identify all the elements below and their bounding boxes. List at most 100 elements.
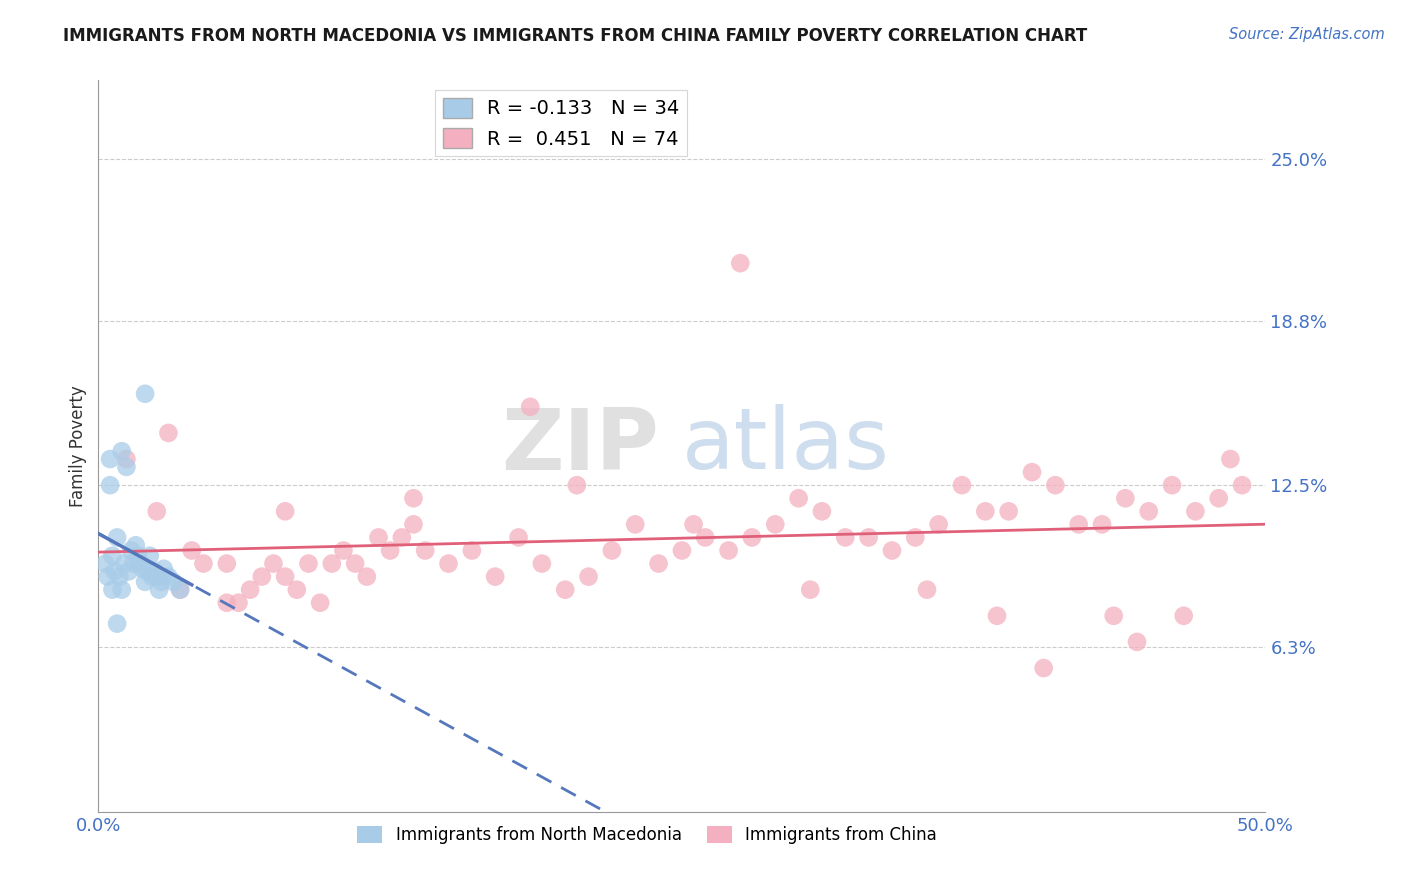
Point bbox=[139, 549, 162, 563]
Point bbox=[799, 582, 821, 597]
Point bbox=[215, 557, 238, 571]
Point bbox=[143, 565, 166, 579]
Point bbox=[391, 530, 413, 544]
Point bbox=[169, 582, 191, 597]
Text: atlas: atlas bbox=[682, 404, 890, 488]
Point bbox=[169, 582, 191, 597]
Point bbox=[1114, 491, 1136, 506]
Point bbox=[105, 530, 128, 544]
Point bbox=[141, 569, 163, 583]
Point bbox=[344, 557, 367, 571]
Point bbox=[150, 574, 173, 589]
Point bbox=[763, 517, 786, 532]
Point bbox=[321, 557, 343, 571]
Point bbox=[1102, 608, 1125, 623]
Point bbox=[98, 452, 121, 467]
Point bbox=[134, 386, 156, 401]
Point bbox=[1208, 491, 1230, 506]
Point bbox=[94, 557, 117, 571]
Point bbox=[97, 569, 120, 583]
Point bbox=[741, 530, 763, 544]
Point bbox=[1032, 661, 1054, 675]
Point bbox=[132, 562, 155, 576]
Point bbox=[180, 543, 202, 558]
Point bbox=[332, 543, 354, 558]
Point bbox=[402, 491, 425, 506]
Y-axis label: Family Poverty: Family Poverty bbox=[69, 385, 87, 507]
Point bbox=[112, 557, 135, 571]
Point bbox=[111, 444, 134, 458]
Point bbox=[101, 582, 124, 597]
Point bbox=[858, 530, 880, 544]
Point bbox=[146, 504, 169, 518]
Point bbox=[682, 517, 704, 532]
Point bbox=[578, 569, 600, 583]
Point bbox=[787, 491, 810, 506]
Point bbox=[356, 569, 378, 583]
Point bbox=[129, 557, 152, 571]
Point bbox=[811, 504, 834, 518]
Point bbox=[986, 608, 1008, 623]
Point bbox=[695, 530, 717, 544]
Point bbox=[125, 538, 148, 552]
Point bbox=[239, 582, 262, 597]
Point bbox=[262, 557, 284, 571]
Text: Source: ZipAtlas.com: Source: ZipAtlas.com bbox=[1229, 27, 1385, 42]
Point bbox=[880, 543, 903, 558]
Point bbox=[228, 596, 250, 610]
Point bbox=[274, 504, 297, 518]
Point bbox=[974, 504, 997, 518]
Point bbox=[127, 549, 149, 563]
Point bbox=[519, 400, 541, 414]
Point bbox=[915, 582, 938, 597]
Point bbox=[111, 582, 134, 597]
Point bbox=[162, 574, 184, 589]
Point bbox=[484, 569, 506, 583]
Point bbox=[274, 569, 297, 583]
Point bbox=[565, 478, 588, 492]
Point bbox=[157, 569, 180, 583]
Point bbox=[146, 569, 169, 583]
Point bbox=[554, 582, 576, 597]
Legend: Immigrants from North Macedonia, Immigrants from China: Immigrants from North Macedonia, Immigra… bbox=[350, 820, 943, 851]
Text: ZIP: ZIP bbox=[501, 404, 658, 488]
Point bbox=[215, 596, 238, 610]
Point bbox=[730, 256, 752, 270]
Point bbox=[1173, 608, 1195, 623]
Point bbox=[152, 562, 174, 576]
Point bbox=[1126, 635, 1149, 649]
Point bbox=[647, 557, 669, 571]
Point bbox=[508, 530, 530, 544]
Point bbox=[1021, 465, 1043, 479]
Point bbox=[380, 543, 402, 558]
Point bbox=[367, 530, 389, 544]
Point bbox=[928, 517, 950, 532]
Point bbox=[285, 582, 308, 597]
Point bbox=[105, 616, 128, 631]
Point bbox=[461, 543, 484, 558]
Point bbox=[1137, 504, 1160, 518]
Point bbox=[134, 574, 156, 589]
Point bbox=[950, 478, 973, 492]
Point bbox=[437, 557, 460, 571]
Point bbox=[250, 569, 273, 583]
Point bbox=[122, 557, 145, 571]
Point bbox=[108, 569, 131, 583]
Point bbox=[671, 543, 693, 558]
Point bbox=[115, 459, 138, 474]
Point bbox=[904, 530, 927, 544]
Point bbox=[193, 557, 215, 571]
Point bbox=[148, 582, 170, 597]
Point bbox=[1067, 517, 1090, 532]
Point bbox=[104, 565, 127, 579]
Point bbox=[1091, 517, 1114, 532]
Point bbox=[834, 530, 856, 544]
Point bbox=[600, 543, 623, 558]
Point bbox=[1219, 452, 1241, 467]
Point bbox=[101, 549, 124, 563]
Point bbox=[1161, 478, 1184, 492]
Point bbox=[1184, 504, 1206, 518]
Point bbox=[115, 452, 138, 467]
Text: IMMIGRANTS FROM NORTH MACEDONIA VS IMMIGRANTS FROM CHINA FAMILY POVERTY CORRELAT: IMMIGRANTS FROM NORTH MACEDONIA VS IMMIG… bbox=[63, 27, 1087, 45]
Point bbox=[118, 565, 141, 579]
